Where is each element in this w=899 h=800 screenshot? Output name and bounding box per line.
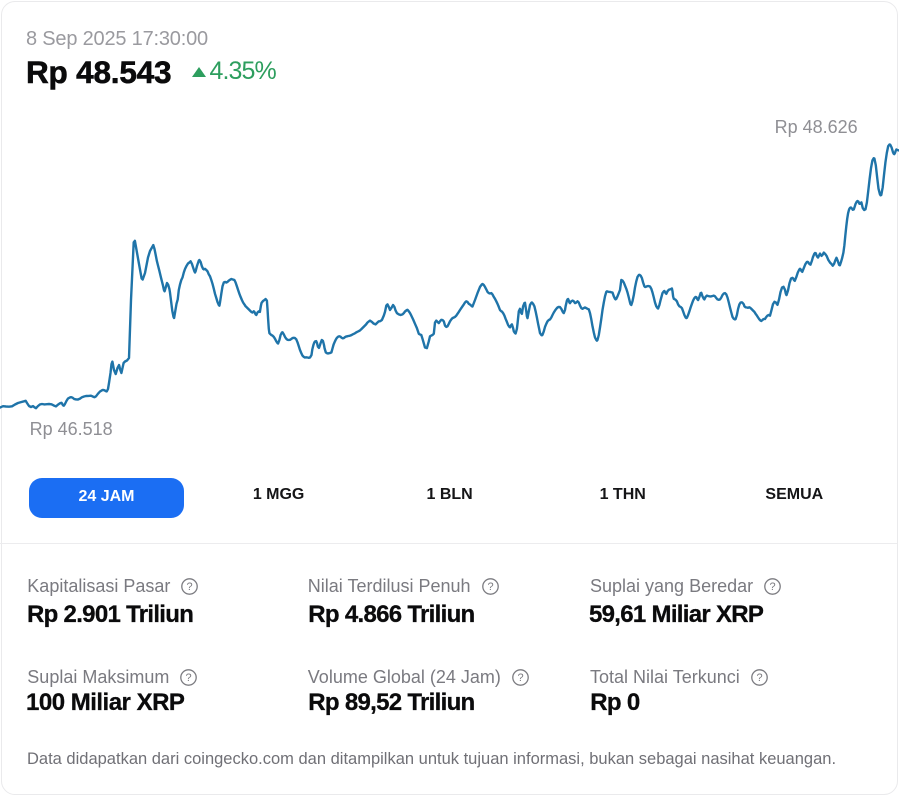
svg-text:?: ? [186,672,192,684]
svg-text:?: ? [770,581,776,593]
svg-text:?: ? [517,672,523,684]
svg-text:?: ? [187,581,193,593]
svg-text:?: ? [756,672,762,684]
svg-text:?: ? [487,581,493,593]
